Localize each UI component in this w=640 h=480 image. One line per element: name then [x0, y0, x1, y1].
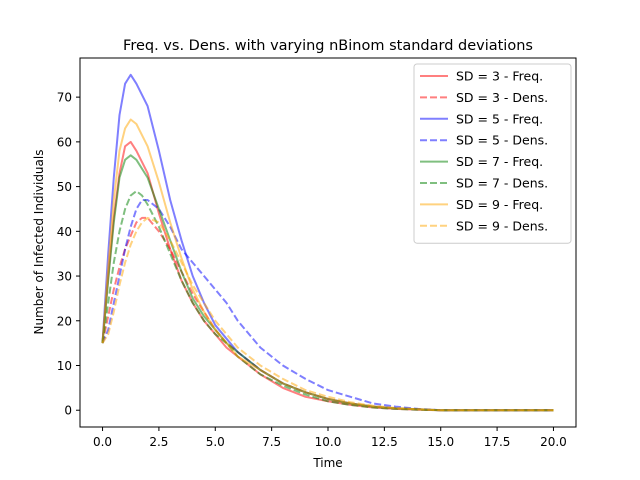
legend-entry-label: SD = 5 - Dens. — [456, 133, 548, 148]
x-tick-label: 10.0 — [315, 435, 342, 449]
x-tick-label: 7.5 — [262, 435, 281, 449]
y-tick-label: 40 — [57, 225, 72, 239]
legend-box — [413, 63, 572, 244]
legend: SD = 3 - Freq. SD = 3 - Dens. SD = 5 - Fre… — [413, 63, 572, 244]
legend-entry-label: SD = 3 - Freq. — [456, 69, 543, 84]
x-tick-label: 5.0 — [206, 435, 225, 449]
y-tick-label: 20 — [57, 314, 72, 328]
y-tick-label: 10 — [57, 359, 72, 373]
legend-entry-label: SD = 3 - Dens. — [456, 90, 548, 105]
y-tick-label: 70 — [57, 91, 72, 105]
x-tick-label: 2.5 — [149, 435, 168, 449]
y-axis-label: Number of Infected Individuals — [32, 150, 46, 335]
y-tick-label: 30 — [57, 270, 72, 284]
x-axis: 0.0 2.5 5.0 7.5 10.0 12.5 15.0 17.5 20.0 — [93, 427, 567, 449]
x-tick-label: 12.5 — [371, 435, 398, 449]
legend-entry-label: SD = 7 - Freq. — [456, 154, 543, 169]
x-tick-label: 20.0 — [540, 435, 567, 449]
x-axis-label: Time — [312, 456, 342, 470]
legend-entry-label: SD = 9 - Dens. — [456, 218, 548, 233]
y-tick-label: 0 — [64, 404, 72, 418]
y-axis: 0 10 20 30 40 50 60 70 — [57, 91, 80, 418]
legend-entry-label: SD = 7 - Dens. — [456, 176, 548, 191]
legend-entry-label: SD = 5 - Freq. — [456, 111, 543, 126]
series-line-3 — [101, 199, 554, 412]
chart-title: Freq. vs. Dens. with varying nBinom stan… — [123, 38, 533, 54]
y-tick-label: 60 — [57, 135, 72, 149]
x-tick-label: 15.0 — [427, 435, 454, 449]
series-line-7 — [101, 216, 554, 412]
y-tick-label: 50 — [57, 180, 72, 194]
series-layer — [101, 73, 554, 412]
x-tick-label: 17.5 — [484, 435, 511, 449]
legend-entry-label: SD = 9 - Freq. — [456, 197, 543, 212]
x-tick-label: 0.0 — [93, 435, 112, 449]
